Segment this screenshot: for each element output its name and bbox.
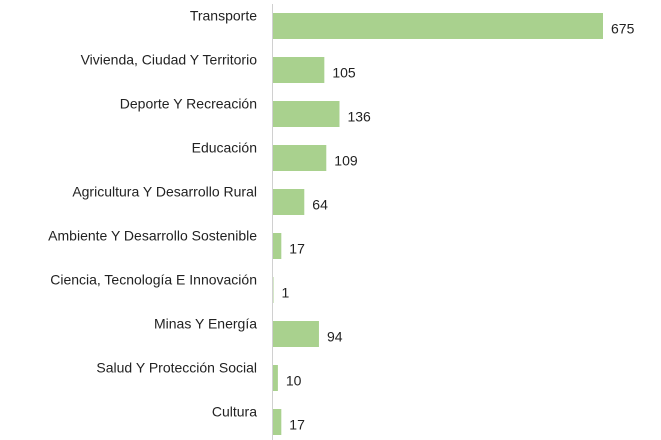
value-label: 10: [286, 373, 302, 389]
value-label: 64: [312, 197, 328, 213]
value-label: 675: [611, 21, 635, 37]
category-label: Cultura: [212, 404, 257, 420]
value-label: 109: [334, 153, 358, 169]
category-label: Salud Y Protección Social: [96, 360, 257, 376]
category-label: Agricultura Y Desarrollo Rural: [72, 184, 257, 200]
bar: [273, 57, 325, 83]
value-label: 105: [332, 65, 356, 81]
value-label: 17: [289, 417, 305, 433]
bar: [273, 409, 282, 435]
category-label: Vivienda, Ciudad Y Territorio: [81, 52, 258, 68]
bar: [273, 321, 319, 347]
category-label: Ambiente Y Desarrollo Sostenible: [48, 228, 257, 244]
category-label: Minas Y Energía: [154, 316, 257, 332]
value-label: 136: [347, 109, 371, 125]
category-label: Educación: [192, 140, 257, 156]
value-label: 94: [327, 329, 343, 345]
category-label: Deporte Y Recreación: [120, 96, 257, 112]
value-label: 17: [289, 241, 305, 257]
bar: [273, 365, 278, 391]
category-label: Ciencia, Tecnología E Innovación: [50, 272, 257, 288]
bar: [273, 189, 305, 215]
bar: [273, 101, 340, 127]
category-label: Transporte: [190, 8, 257, 24]
value-label: 1: [281, 285, 289, 301]
bar: [273, 233, 282, 259]
bar: [273, 13, 603, 39]
bar: [273, 145, 327, 171]
